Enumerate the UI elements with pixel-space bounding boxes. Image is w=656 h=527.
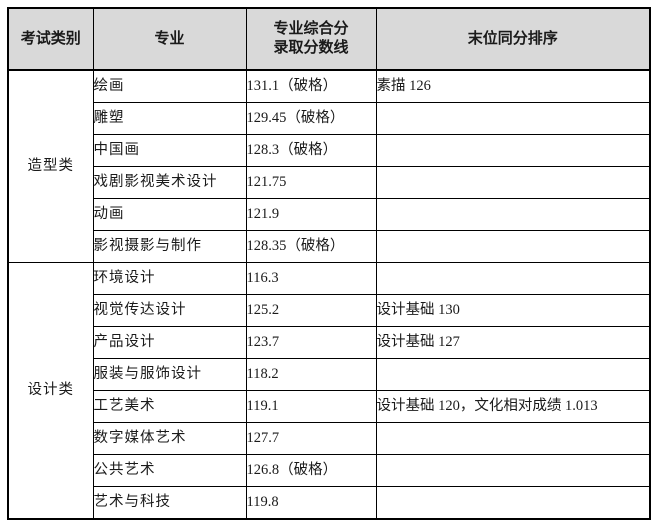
tie-cell: 素描 126 — [375, 69, 651, 103]
table-row: 动画 121.9 — [8, 198, 651, 231]
score-cell: 126.8（破格） — [245, 454, 377, 487]
table-row: 影视摄影与制作 128.35（破格） — [8, 230, 651, 263]
table-row: 视觉传达设计 125.2 设计基础 130 — [8, 294, 651, 327]
table-row: 造型类 绘画 131.1（破格） 素描 126 — [7, 69, 651, 263]
major-cell: 中国画 — [92, 134, 247, 167]
table-row: 戏剧影视美术设计 121.75 — [8, 166, 651, 199]
major-cell: 影视摄影与制作 — [92, 230, 247, 263]
table-row: 数字媒体艺术 127.7 — [8, 422, 651, 455]
table-row: 雕塑 129.45（破格） — [8, 102, 651, 135]
tie-cell — [375, 102, 651, 135]
score-cell: 123.7 — [245, 326, 377, 359]
tie-cell — [375, 262, 651, 295]
score-cell: 118.2 — [245, 358, 377, 391]
header-major: 专业 — [92, 7, 247, 71]
score-cell: 121.75 — [245, 166, 377, 199]
major-cell: 公共艺术 — [92, 454, 247, 487]
major-cell: 绘画 — [92, 69, 247, 103]
table-row: 公共艺术 126.8（破格） — [8, 454, 651, 487]
tie-cell — [375, 230, 651, 263]
score-cell: 129.45（破格） — [245, 102, 377, 135]
tie-cell: 设计基础 130 — [375, 294, 651, 327]
major-cell: 服装与服饰设计 — [92, 358, 247, 391]
major-cell: 视觉传达设计 — [92, 294, 247, 327]
major-cell: 环境设计 — [92, 262, 247, 295]
table-row: 产品设计 123.7 设计基础 127 — [8, 326, 651, 359]
major-cell: 产品设计 — [92, 326, 247, 359]
score-cell: 125.2 — [245, 294, 377, 327]
table-row: 设计类 环境设计 116.3 — [7, 262, 651, 520]
table-row: 服装与服饰设计 118.2 — [8, 358, 651, 391]
score-cell: 121.9 — [245, 198, 377, 231]
admission-score-table: 考试类别 专业 专业综合分 录取分数线 末位同分排序 造型类 绘画 131.1（… — [7, 7, 651, 520]
major-cell: 数字媒体艺术 — [92, 422, 247, 455]
score-cell: 128.35（破格） — [245, 230, 377, 263]
tie-cell — [375, 422, 651, 455]
score-cell: 127.7 — [245, 422, 377, 455]
header-tie-break: 末位同分排序 — [375, 7, 651, 71]
score-cell: 119.1 — [245, 390, 377, 423]
score-cell: 119.8 — [245, 486, 377, 520]
category-cell-design: 设计类 — [7, 262, 94, 520]
major-cell: 艺术与科技 — [92, 486, 247, 520]
tie-cell: 设计基础 127 — [375, 326, 651, 359]
table-row: 中国画 128.3（破格） — [8, 134, 651, 167]
tie-cell — [375, 198, 651, 231]
major-cell: 戏剧影视美术设计 — [92, 166, 247, 199]
tie-cell — [375, 166, 651, 199]
table-row: 艺术与科技 119.8 — [8, 486, 651, 520]
score-cell: 128.3（破格） — [245, 134, 377, 167]
major-cell: 工艺美术 — [92, 390, 247, 423]
table-row: 工艺美术 119.1 设计基础 120，文化相对成绩 1.013 — [8, 390, 651, 423]
category-cell-modeling: 造型类 — [7, 69, 94, 263]
major-cell: 雕塑 — [92, 102, 247, 135]
header-score-line: 专业综合分 录取分数线 — [245, 7, 377, 71]
tie-cell — [375, 358, 651, 391]
score-cell: 116.3 — [245, 262, 377, 295]
header-exam-category: 考试类别 — [7, 7, 94, 71]
tie-cell — [375, 454, 651, 487]
score-cell: 131.1（破格） — [245, 69, 377, 103]
major-cell: 动画 — [92, 198, 247, 231]
tie-cell — [375, 486, 651, 520]
tie-cell — [375, 134, 651, 167]
tie-cell: 设计基础 120，文化相对成绩 1.013 — [375, 390, 651, 423]
table-header-row: 考试类别 专业 专业综合分 录取分数线 末位同分排序 — [7, 7, 651, 71]
